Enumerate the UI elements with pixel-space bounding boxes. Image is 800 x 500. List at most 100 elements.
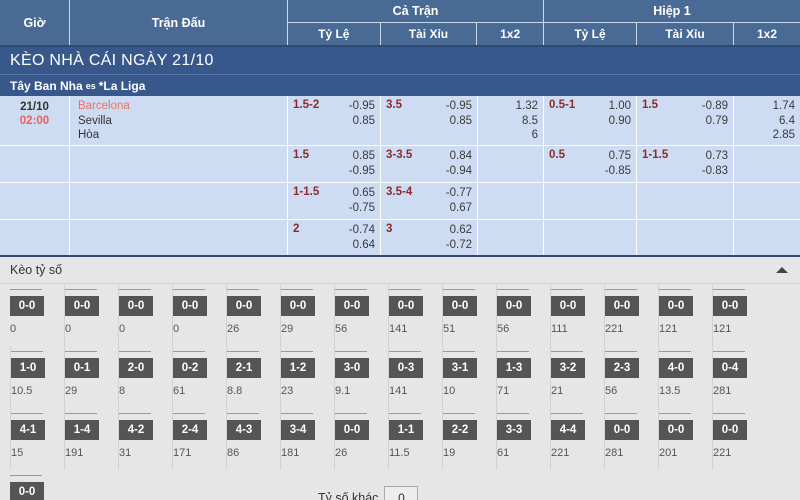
ft-overunder-odd-under[interactable]: -0.94 bbox=[445, 164, 472, 177]
h1-handicap-cell[interactable]: 0.5 0.75 -0.85 bbox=[544, 146, 637, 182]
ft-overunder-cell[interactable]: 3 0.62 -0.72 bbox=[381, 220, 478, 255]
score-cell[interactable]: 3-3 61 bbox=[496, 408, 550, 470]
score-badge[interactable]: 2-2 bbox=[443, 420, 477, 440]
score-cell[interactable]: 0-0 26 bbox=[226, 284, 280, 346]
score-badge[interactable]: 0-0 bbox=[119, 296, 153, 316]
score-cell[interactable]: 2-2 19 bbox=[442, 408, 496, 470]
ft-overunder-odd-under[interactable]: 0.67 bbox=[449, 201, 472, 214]
h1-handicap-odd-home[interactable]: 1.00 bbox=[608, 100, 631, 112]
score-cell[interactable]: 0-0 56 bbox=[496, 284, 550, 346]
score-cell[interactable]: 0-1 29 bbox=[64, 346, 118, 408]
score-badge[interactable]: 0-0 bbox=[335, 296, 369, 316]
score-cell[interactable]: 1-2 23 bbox=[280, 346, 334, 408]
home-team-name[interactable]: Barcelona bbox=[78, 100, 130, 112]
score-badge[interactable]: 4-3 bbox=[227, 420, 261, 440]
score-badge[interactable]: 0-0 bbox=[443, 296, 477, 316]
score-badge[interactable]: 0-0 bbox=[659, 420, 693, 440]
h1-1x2-home[interactable]: 1.74 bbox=[772, 100, 795, 112]
h1-overunder-odd-over[interactable]: -0.89 bbox=[701, 100, 728, 112]
score-badge[interactable]: 2-3 bbox=[605, 358, 639, 378]
score-badge[interactable]: 1-2 bbox=[281, 358, 315, 378]
score-cell[interactable]: 2-3 56 bbox=[604, 346, 658, 408]
score-badge[interactable]: 0-0 bbox=[281, 296, 315, 316]
score-cell[interactable]: 0-0 201 bbox=[658, 408, 712, 470]
score-badge[interactable]: 0-0 bbox=[551, 296, 585, 316]
score-cell[interactable]: 3-4 181 bbox=[280, 408, 334, 470]
score-cell[interactable]: 3-1 10 bbox=[442, 346, 496, 408]
h1-handicap-odd-away[interactable]: 0.90 bbox=[608, 114, 631, 127]
ft-overunder-cell[interactable]: 3.5 -0.95 0.85 bbox=[381, 96, 478, 145]
ft-overunder-odd-under[interactable]: -0.72 bbox=[445, 238, 472, 251]
score-cell[interactable]: 3-0 9.1 bbox=[334, 346, 388, 408]
score-cell[interactable]: 1-3 71 bbox=[496, 346, 550, 408]
score-badge[interactable]: 0-0 bbox=[605, 420, 639, 440]
score-badge[interactable]: 3-4 bbox=[281, 420, 315, 440]
score-badge[interactable]: 1-4 bbox=[65, 420, 99, 440]
score-badge[interactable]: 0-0 bbox=[497, 296, 531, 316]
ft-handicap-odd-away[interactable]: -0.75 bbox=[348, 201, 375, 214]
h1-overunder-cell[interactable]: 1-1.5 0.73 -0.83 bbox=[637, 146, 734, 182]
ft-overunder-odd-under[interactable]: 0.85 bbox=[449, 114, 472, 127]
ft-overunder-cell[interactable]: 3-3.5 0.84 -0.94 bbox=[381, 146, 478, 182]
h1-1x2-away[interactable]: 2.85 bbox=[772, 129, 795, 141]
h1-handicap-odd-away[interactable]: -0.85 bbox=[604, 164, 631, 177]
h1-handicap-cell[interactable]: 0.5-1 1.00 0.90 bbox=[544, 96, 637, 145]
ft-overunder-odd-over[interactable]: 0.84 bbox=[449, 150, 472, 162]
score-badge[interactable]: 4-1 bbox=[11, 420, 45, 440]
score-cell[interactable]: 0-0 29 bbox=[280, 284, 334, 346]
score-badge[interactable]: 3-2 bbox=[551, 358, 585, 378]
score-badge[interactable]: 3-3 bbox=[497, 420, 531, 440]
h1-overunder-cell[interactable]: 1.5 -0.89 0.79 bbox=[637, 96, 734, 145]
score-badge[interactable]: 0-0 bbox=[335, 420, 369, 440]
score-cell[interactable]: 4-0 13.5 bbox=[658, 346, 712, 408]
score-badge[interactable]: 1-1 bbox=[389, 420, 423, 440]
score-badge[interactable]: 0-0 bbox=[659, 296, 693, 316]
ft-handicap-odd-away[interactable]: 0.85 bbox=[352, 114, 375, 127]
score-badge[interactable]: 0-0 bbox=[227, 296, 261, 316]
score-cell[interactable]: 0-0 0 bbox=[172, 284, 226, 346]
ft-overunder-odd-over[interactable]: 0.62 bbox=[449, 224, 472, 236]
score-cell[interactable]: 2-0 8 bbox=[118, 346, 172, 408]
score-badge[interactable]: 1-0 bbox=[11, 358, 45, 378]
score-cell[interactable]: 2-4 171 bbox=[172, 408, 226, 470]
ft-handicap-cell[interactable]: 2 -0.74 0.64 bbox=[288, 220, 381, 255]
score-badge[interactable]: 0-0 bbox=[10, 296, 44, 316]
ft-handicap-cell[interactable]: 1.5-2 -0.95 0.85 bbox=[288, 96, 381, 145]
score-badge[interactable]: 0-0 bbox=[713, 420, 747, 440]
ft-handicap-odd-home[interactable]: -0.95 bbox=[348, 100, 375, 112]
score-cell[interactable]: 0-4 281 bbox=[712, 346, 766, 408]
score-cell[interactable]: 0-0 281 bbox=[604, 408, 658, 470]
away-team-name[interactable]: Sevilla bbox=[78, 114, 112, 127]
score-badge[interactable]: 0-0 bbox=[605, 296, 639, 316]
score-badge[interactable]: 0-0 bbox=[173, 296, 207, 316]
ft-1x2-away[interactable]: 6 bbox=[531, 129, 538, 141]
ft-handicap-odd-away[interactable]: 0.64 bbox=[352, 238, 375, 251]
draw-label[interactable]: Hòa bbox=[78, 129, 100, 141]
caret-up-icon[interactable] bbox=[776, 267, 788, 273]
score-badge[interactable]: 1-3 bbox=[497, 358, 531, 378]
ft-handicap-odd-home[interactable]: 0.85 bbox=[352, 150, 375, 162]
h1-1x2-cell[interactable]: 1.74 6.4 2.85 bbox=[734, 96, 800, 145]
score-cell[interactable]: 1-4 191 bbox=[64, 408, 118, 470]
other-score-value[interactable]: 0 bbox=[384, 486, 419, 500]
score-cell[interactable]: 3-2 21 bbox=[550, 346, 604, 408]
score-cell[interactable]: 2-1 8.8 bbox=[226, 346, 280, 408]
h1-overunder-odd-under[interactable]: -0.83 bbox=[701, 164, 728, 177]
h1-handicap-odd-home[interactable]: 0.75 bbox=[608, 150, 631, 162]
score-badge[interactable]: 4-0 bbox=[659, 358, 693, 378]
score-cell[interactable]: 0-2 61 bbox=[172, 346, 226, 408]
score-cell[interactable]: 0-0 221 bbox=[604, 284, 658, 346]
score-cell[interactable]: 0-0 121 bbox=[658, 284, 712, 346]
ft-1x2-home[interactable]: 1.32 bbox=[515, 100, 538, 112]
score-badge[interactable]: 0-0 bbox=[65, 296, 99, 316]
score-cell[interactable]: 0-0 56 bbox=[334, 284, 388, 346]
score-cell[interactable]: 0-0 0 bbox=[118, 284, 172, 346]
score-cell[interactable]: 0-0 0 bbox=[10, 284, 64, 346]
h1-1x2-draw[interactable]: 6.4 bbox=[779, 114, 795, 127]
score-cell[interactable]: 0-0 111 bbox=[550, 284, 604, 346]
score-cell[interactable]: 0-0 221 bbox=[712, 408, 766, 470]
score-badge[interactable]: 0-2 bbox=[173, 358, 207, 378]
score-cell[interactable]: 0-0 51 bbox=[442, 284, 496, 346]
score-badge[interactable]: 0-0 bbox=[10, 482, 44, 500]
score-badge[interactable]: 3-1 bbox=[443, 358, 477, 378]
